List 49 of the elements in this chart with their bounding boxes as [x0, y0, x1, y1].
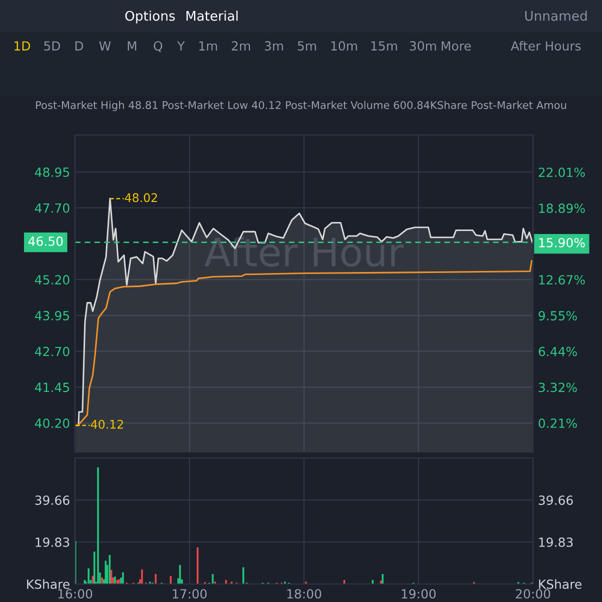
y-tick-label: 47.70	[34, 203, 70, 213]
text: 3m	[264, 41, 284, 51]
text: 1m	[199, 41, 218, 50]
x-tick-label: 19:00	[402, 589, 436, 599]
y2-tick-label: 9.55%	[538, 311, 577, 320]
y2-tick-label: 12.67%	[539, 275, 585, 285]
text: W	[99, 41, 111, 50]
y-tick-label: 42.70	[34, 346, 70, 356]
y2-tick-label: 6.44%	[538, 346, 577, 356]
y2-tick-label: 19.83	[539, 537, 573, 547]
text: 2m	[232, 41, 250, 50]
y2-tick-label: 39.66	[538, 495, 573, 505]
y2-tick-label: 0.21%	[538, 418, 577, 428]
y2-tick-label: KShare	[539, 579, 582, 589]
text: 15m	[371, 41, 397, 51]
text: D	[75, 41, 84, 50]
x-tick-label: 17:00	[172, 589, 207, 599]
ref-line-label: 46.50	[28, 236, 63, 246]
y-tick-label: 39.66	[35, 495, 70, 505]
y-tick-label: 41.45	[34, 382, 70, 392]
text: Material	[186, 10, 238, 21]
text: 1D	[14, 41, 30, 50]
annotation: 48.02	[124, 193, 157, 202]
text: 10m	[331, 41, 357, 51]
y2-tick-label: 18.89%	[539, 204, 585, 213]
text: 5m	[298, 41, 316, 51]
text: Q	[154, 41, 162, 52]
x-tick-label: 20:00	[516, 589, 550, 599]
text: M	[128, 41, 136, 50]
y2-tick-label: 3.32%	[538, 382, 577, 392]
y-tick-label: 48.95	[34, 167, 70, 177]
y-tick-label: 43.95	[34, 310, 70, 320]
x-tick-label: 16:00	[58, 589, 92, 599]
y-tick-label: 19.83	[36, 537, 70, 547]
text: Unnamed	[525, 10, 587, 21]
text: Options	[125, 10, 175, 24]
y-tick-label: KShare	[27, 579, 70, 589]
x-tick-label: 18:00	[287, 589, 322, 599]
y-tick-label: 40.20	[34, 418, 70, 428]
y2-tick-label: 22.01%	[538, 168, 585, 178]
y2-tick-label: 15.90%	[539, 238, 585, 248]
text: 30m	[410, 41, 436, 51]
text: Y	[177, 41, 185, 50]
text: 5D	[44, 41, 60, 51]
annotation: 40.12	[90, 420, 123, 429]
y-tick-label: 45.20	[34, 275, 70, 285]
text: More	[442, 41, 471, 51]
text: Post-Market High 48.81 Post-Market Low 40.12 Post-Market Volume 600.84KShare Post-Market Amou	[36, 100, 566, 112]
text: After Hours	[510, 40, 581, 51]
